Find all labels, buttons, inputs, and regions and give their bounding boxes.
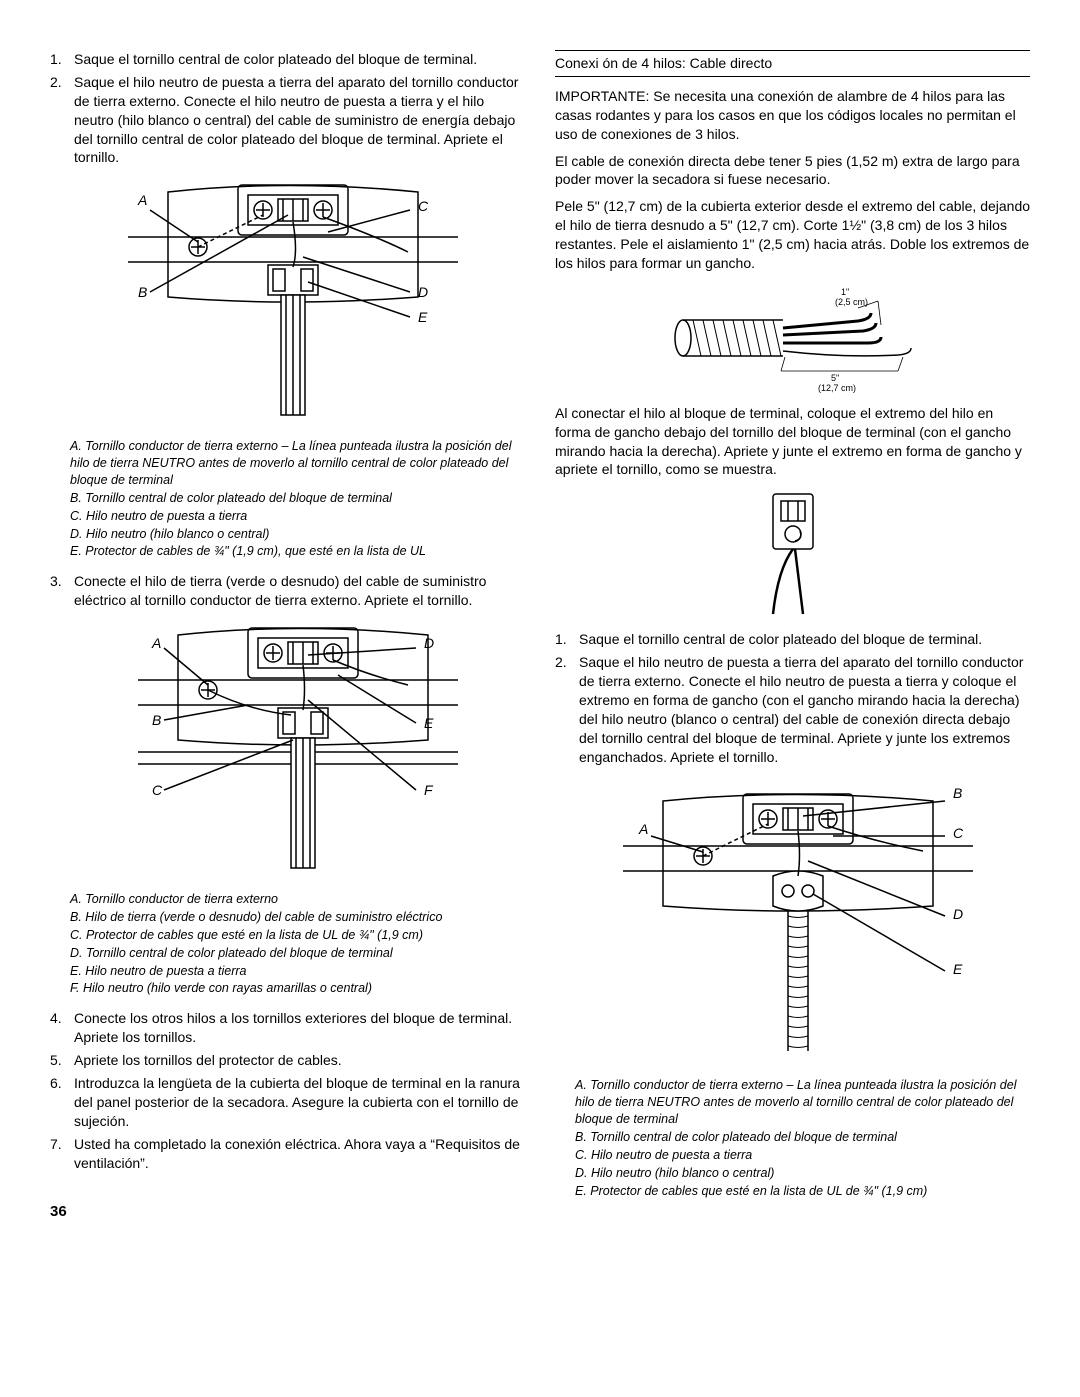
left-steps-c: 4.Conecte los otros hilos a los tornillo…: [50, 1009, 525, 1172]
legend-line: E. Hilo neutro de puesta a tierra: [70, 963, 525, 980]
right-steps: 1.Saque el tornillo central de color pla…: [555, 630, 1030, 766]
step-num: 1.: [50, 50, 74, 69]
figure-1: A B C D E: [50, 177, 525, 432]
fig-label: B: [953, 785, 962, 801]
paragraph: El cable de conexión directa debe tener …: [555, 152, 1030, 190]
section-header: Conexi ón de 4 hilos: Cable directo: [555, 50, 1030, 77]
legend-line: E. Protector de cables que esté en la li…: [575, 1183, 1030, 1200]
fig-label: D: [424, 635, 434, 651]
fig-label: A: [151, 635, 161, 651]
legend-line: A. Tornillo conductor de tierra externo: [70, 891, 525, 908]
legend-line: B. Hilo de tierra (verde o desnudo) del …: [70, 909, 525, 926]
list-item: 6.Introduzca la lengüeta de la cubierta …: [50, 1074, 525, 1131]
legend-3: A. Tornillo conductor de tierra externo …: [575, 1077, 1030, 1199]
legend-line: B. Tornillo central de color plateado de…: [70, 490, 525, 507]
left-column: 1.Saque el tornillo central de color pla…: [50, 50, 525, 1223]
step-text: Saque el tornillo central de color plate…: [74, 50, 525, 69]
figure-2: A B C D E F: [50, 620, 525, 885]
fig-label: A: [638, 821, 648, 837]
step-num: 2.: [50, 73, 74, 167]
left-steps-b: 3.Conecte el hilo de tierra (verde o des…: [50, 572, 525, 610]
header-text: Conexi ón de 4 hilos: Cable directo: [555, 55, 772, 71]
step-num: 1.: [555, 630, 579, 649]
fig-label: A: [137, 192, 147, 208]
step-num: 2.: [555, 653, 579, 766]
paragraph: Pele 5" (12,7 cm) de la cubierta exterio…: [555, 197, 1030, 273]
legend-line: E. Protector de cables de ¾" (1,9 cm), q…: [70, 543, 525, 560]
legend-line: D. Hilo neutro (hilo blanco o central): [575, 1165, 1030, 1182]
fig-label: C: [152, 782, 163, 798]
step-num: 7.: [50, 1135, 74, 1173]
page: 1.Saque el tornillo central de color pla…: [50, 50, 1030, 1223]
step-text: Usted ha completado la conexión eléctric…: [74, 1135, 525, 1173]
fig-label: E: [424, 715, 434, 731]
figure-3: A B C D E: [555, 776, 1030, 1071]
list-item: 2.Saque el hilo neutro de puesta a tierr…: [555, 653, 1030, 766]
legend-line: B. Tornillo central de color plateado de…: [575, 1129, 1030, 1146]
legend-line: D. Hilo neutro (hilo blanco o central): [70, 526, 525, 543]
legend-2: A. Tornillo conductor de tierra externo …: [70, 891, 525, 997]
step-text: Introduzca la lengüeta de la cubierta de…: [74, 1074, 525, 1131]
legend-line: C. Hilo neutro de puesta a tierra: [70, 508, 525, 525]
right-column: Conexi ón de 4 hilos: Cable directo IMPO…: [555, 50, 1030, 1223]
dim-label: 5": [831, 373, 839, 383]
dim-label: 1": [841, 287, 849, 297]
fig-label: B: [138, 284, 147, 300]
fig-label: D: [418, 284, 428, 300]
step-num: 5.: [50, 1051, 74, 1070]
dim-label: (12,7 cm): [818, 383, 856, 393]
list-item: 3.Conecte el hilo de tierra (verde o des…: [50, 572, 525, 610]
figure-cable: 1" (2,5 cm) 5" (12,7 cm): [555, 283, 1030, 398]
legend-line: F. Hilo neutro (hilo verde con rayas ama…: [70, 980, 525, 997]
step-text: Conecte el hilo de tierra (verde o desnu…: [74, 572, 525, 610]
fig-label: C: [953, 825, 964, 841]
dim-label: (2,5 cm): [835, 297, 868, 307]
legend-line: A. Tornillo conductor de tierra externo …: [575, 1077, 1030, 1128]
legend-line: C. Protector de cables que esté en la li…: [70, 927, 525, 944]
list-item: 5.Apriete los tornillos del protector de…: [50, 1051, 525, 1070]
legend-line: C. Hilo neutro de puesta a tierra: [575, 1147, 1030, 1164]
fig-label: B: [152, 712, 161, 728]
step-text: Conecte los otros hilos a los tornillos …: [74, 1009, 525, 1047]
step-num: 6.: [50, 1074, 74, 1131]
fig-label: D: [953, 906, 963, 922]
step-num: 4.: [50, 1009, 74, 1047]
fig-label: E: [418, 309, 428, 325]
list-item: 1.Saque el tornillo central de color pla…: [50, 50, 525, 69]
paragraph: Al conectar el hilo al bloque de termina…: [555, 404, 1030, 480]
left-steps-a: 1.Saque el tornillo central de color pla…: [50, 50, 525, 167]
fig-label: C: [418, 198, 429, 214]
legend-line: A. Tornillo conductor de tierra externo …: [70, 438, 525, 489]
page-number: 36: [50, 1202, 525, 1222]
list-item: 2.Saque el hilo neutro de puesta a tierr…: [50, 73, 525, 167]
list-item: 1.Saque el tornillo central de color pla…: [555, 630, 1030, 649]
legend-1: A. Tornillo conductor de tierra externo …: [70, 438, 525, 560]
fig-label: E: [953, 961, 963, 977]
step-text: Apriete los tornillos del protector de c…: [74, 1051, 525, 1070]
fig-label: F: [424, 782, 434, 798]
step-text: Saque el tornillo central de color plate…: [579, 630, 1030, 649]
list-item: 7.Usted ha completado la conexión eléctr…: [50, 1135, 525, 1173]
step-text: Saque el hilo neutro de puesta a tierra …: [74, 73, 525, 167]
paragraph: IMPORTANTE: Se necesita una conexión de …: [555, 87, 1030, 144]
figure-hook: [555, 489, 1030, 624]
list-item: 4.Conecte los otros hilos a los tornillo…: [50, 1009, 525, 1047]
step-num: 3.: [50, 572, 74, 610]
legend-line: D. Tornillo central de color plateado de…: [70, 945, 525, 962]
step-text: Saque el hilo neutro de puesta a tierra …: [579, 653, 1030, 766]
